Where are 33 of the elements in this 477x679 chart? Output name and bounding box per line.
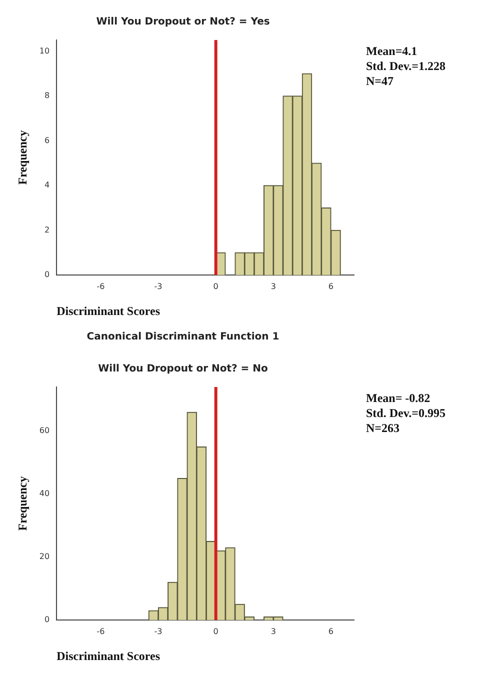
y-tick-label: 0 [44, 615, 50, 624]
chart-title: Canonical Discriminant Function 1 [86, 332, 280, 343]
x-tick-label: 6 [328, 282, 334, 291]
x-tick-label: 0 [213, 282, 218, 291]
y-axis-title: Frequency [15, 130, 30, 185]
chart-subtitle: Will You Dropout or Not? = No [98, 364, 268, 375]
y-tick-label: 40 [39, 489, 50, 498]
x-axis-title: Discriminant Scores [56, 648, 160, 663]
x-tick-label: 3 [270, 282, 276, 291]
text: Mean=4.1 [366, 44, 418, 58]
x-tick-label: 3 [270, 626, 276, 636]
y-tick-label: 6 [44, 136, 50, 145]
y-tick-label: 10 [39, 46, 50, 56]
x-axis-title: Discriminant Scores [56, 304, 160, 318]
text: N=47 [366, 74, 394, 88]
text: Std. Dev.=1.228 [366, 59, 446, 74]
y-tick-label: 0 [44, 270, 50, 280]
y-tick-label: 8 [44, 91, 50, 100]
x-tick-label: -3 [154, 626, 162, 636]
text: Std. Dev.=0.995 [366, 406, 446, 420]
y-tick-label: 20 [39, 552, 50, 562]
x-tick-label: -6 [96, 626, 105, 636]
text: Mean= -0.82 [366, 391, 430, 406]
x-tick-label: 6 [328, 626, 334, 636]
x-tick-label: 0 [213, 626, 218, 636]
y-tick-label: 60 [39, 426, 50, 436]
chart-title: Will You Dropout or Not? = Yes [96, 16, 270, 28]
y-tick-label: 2 [44, 225, 50, 234]
x-tick-label: -6 [96, 282, 105, 291]
y-axis-title: Frequency [15, 476, 30, 531]
y-tick-label: 4 [44, 180, 50, 190]
text: N=263 [366, 421, 400, 436]
x-tick-label: -3 [154, 282, 162, 291]
